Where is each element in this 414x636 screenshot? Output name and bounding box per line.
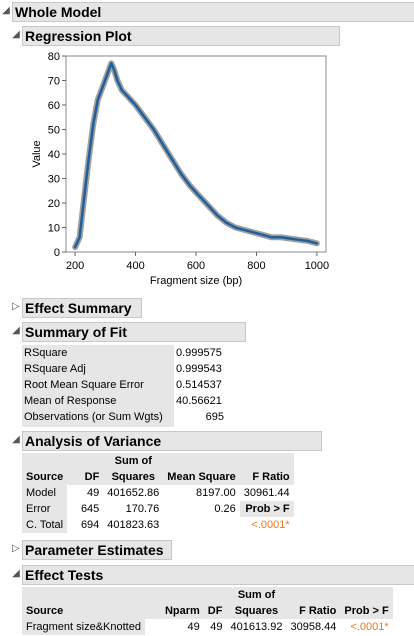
effect-tests-table: Source Nparm DF Sum of F Ratio Prob > F … (22, 587, 393, 635)
effect-df: 49 (210, 620, 223, 633)
table-row: Fragment size&Knotted 49 49 401613.92 30… (22, 619, 393, 635)
collapse-triangle-icon[interactable]: ◢ (12, 434, 20, 445)
fit-value-rsquare-adj: 0.999543 (176, 363, 222, 375)
collapse-triangle-icon[interactable]: ◢ (2, 5, 10, 16)
x-tick-label: 400 (126, 260, 144, 272)
table-row: Model 49 401652.86 8197.00 30961.44 (22, 485, 294, 501)
fit-value-observations: 695 (205, 411, 224, 423)
effect-p: <.0001* (350, 620, 389, 633)
whole-model-title: Whole Model (15, 4, 102, 20)
y-tick-label: 50 (48, 125, 60, 137)
regression-plot-header[interactable]: Regression Plot (22, 26, 340, 46)
anova-prob-header: Prob > F (239, 501, 294, 517)
effect-f: 30958.44 (290, 620, 337, 633)
y-tick-label: 60 (48, 100, 60, 112)
summary-of-fit-table: RSquare 0.999575 RSquare Adj 0.999543 Ro… (24, 345, 234, 427)
anova-source-error: Error (22, 501, 68, 517)
y-tick-label: 40 (48, 149, 60, 161)
anova-df-total: 694 (80, 518, 100, 531)
anova-table: Source DF Sum of Mean Square F Ratio Squ… (22, 453, 294, 533)
effect-tests-title: Effect Tests (25, 567, 104, 583)
y-tick-label: 0 (54, 247, 60, 259)
anova-col-ms: Mean Square (163, 453, 240, 485)
effect-ss: 401613.92 (230, 620, 283, 633)
anova-ss-model: 401652.86 (107, 486, 160, 499)
anova-ss-error: 170.76 (125, 502, 160, 515)
fit-value-mean-response: 40.56621 (176, 395, 222, 407)
anova-df-error: 645 (80, 502, 100, 515)
collapse-triangle-icon[interactable]: ◢ (12, 325, 20, 336)
parameter-estimates-header[interactable]: Parameter Estimates (22, 540, 172, 560)
anova-col-f: F Ratio (239, 453, 294, 485)
table-row: C. Total 694 401823.63 <.0001* (22, 517, 294, 533)
anova-source-model: Model (22, 485, 68, 501)
anova-df-model: 49 (87, 486, 100, 499)
regression-plot-chart: 0 10 20 30 40 50 60 70 80 200 400 600 800 1000 Value… (31, 51, 329, 287)
fit-label-rsquare: RSquare (24, 347, 68, 359)
expand-triangle-icon[interactable]: ▷ (12, 301, 20, 312)
anova-col-ss-top: Sum of (103, 453, 164, 469)
summary-of-fit-title: Summary of Fit (25, 324, 127, 340)
collapse-triangle-icon[interactable]: ◢ (12, 568, 20, 579)
effect-col-nparm: Nparm (144, 587, 204, 619)
fit-label-rmse: Root Mean Square Error (24, 379, 144, 391)
fit-label-mean-response: Mean of Response (24, 395, 117, 407)
effect-col-df: DF (203, 587, 227, 619)
anova-col-source: Source (22, 453, 68, 485)
table-row: Error 645 170.76 0.26 Prob > F (22, 501, 294, 517)
effect-tests-header[interactable]: Effect Tests (22, 565, 414, 585)
regression-plot-title: Regression Plot (25, 28, 132, 44)
y-tick-label: 20 (48, 198, 60, 210)
whole-model-header[interactable]: Whole Model (12, 2, 414, 22)
fit-value-rsquare: 0.999575 (176, 347, 222, 359)
effect-summary-title: Effect Summary (25, 300, 132, 316)
fit-line (73, 62, 319, 249)
anova-col-ss-bottom: Squares (103, 469, 164, 485)
collapse-triangle-icon[interactable]: ◢ (12, 29, 20, 40)
x-axis-label: Fragment size (bp) (150, 275, 242, 287)
effect-summary-header[interactable]: Effect Summary (22, 298, 142, 318)
analysis-of-variance-title: Analysis of Variance (25, 433, 162, 449)
effect-col-f: F Ratio (286, 587, 341, 619)
fit-label-observations: Observations (or Sum Wgts) (24, 411, 163, 423)
x-tick-label: 800 (247, 260, 265, 272)
fit-value-rmse: 0.514537 (176, 379, 222, 391)
effect-nparm: 49 (187, 620, 200, 633)
anova-source-total: C. Total (22, 517, 68, 533)
x-tick-label: 600 (187, 260, 205, 272)
y-tick-label: 30 (48, 174, 60, 186)
anova-f-model: 30961.44 (243, 486, 290, 499)
anova-prob-value: <.0001* (251, 518, 290, 531)
anova-ss-total: 401823.63 (107, 518, 160, 531)
summary-of-fit-header[interactable]: Summary of Fit (22, 322, 246, 342)
y-tick-label: 70 (48, 76, 60, 88)
analysis-of-variance-header[interactable]: Analysis of Variance (22, 431, 322, 451)
fit-label-rsquare-adj: RSquare Adj (24, 363, 86, 375)
expand-triangle-icon[interactable]: ▷ (12, 543, 20, 554)
parameter-estimates-title: Parameter Estimates (25, 542, 164, 558)
effect-col-ss-top: Sum of (226, 587, 287, 603)
effect-source: Fragment size&Knotted (22, 619, 145, 635)
effect-col-ss-bottom: Squares (226, 603, 287, 619)
y-axis-label: Value (31, 140, 43, 167)
summary-of-fit-label-column (22, 345, 174, 427)
y-tick-label: 10 (48, 223, 60, 235)
anova-col-df: DF (67, 453, 104, 485)
anova-ms-total (163, 517, 239, 533)
anova-ms-model: 8197.00 (196, 486, 236, 499)
effect-col-source: Source (22, 587, 145, 619)
x-tick-label: 200 (66, 260, 84, 272)
y-tick-label: 80 (48, 51, 60, 63)
x-tick-label: 1000 (305, 260, 329, 272)
plot-frame (65, 55, 327, 253)
effect-col-p: Prob > F (340, 587, 393, 619)
anova-ms-error: 0.26 (214, 502, 236, 515)
